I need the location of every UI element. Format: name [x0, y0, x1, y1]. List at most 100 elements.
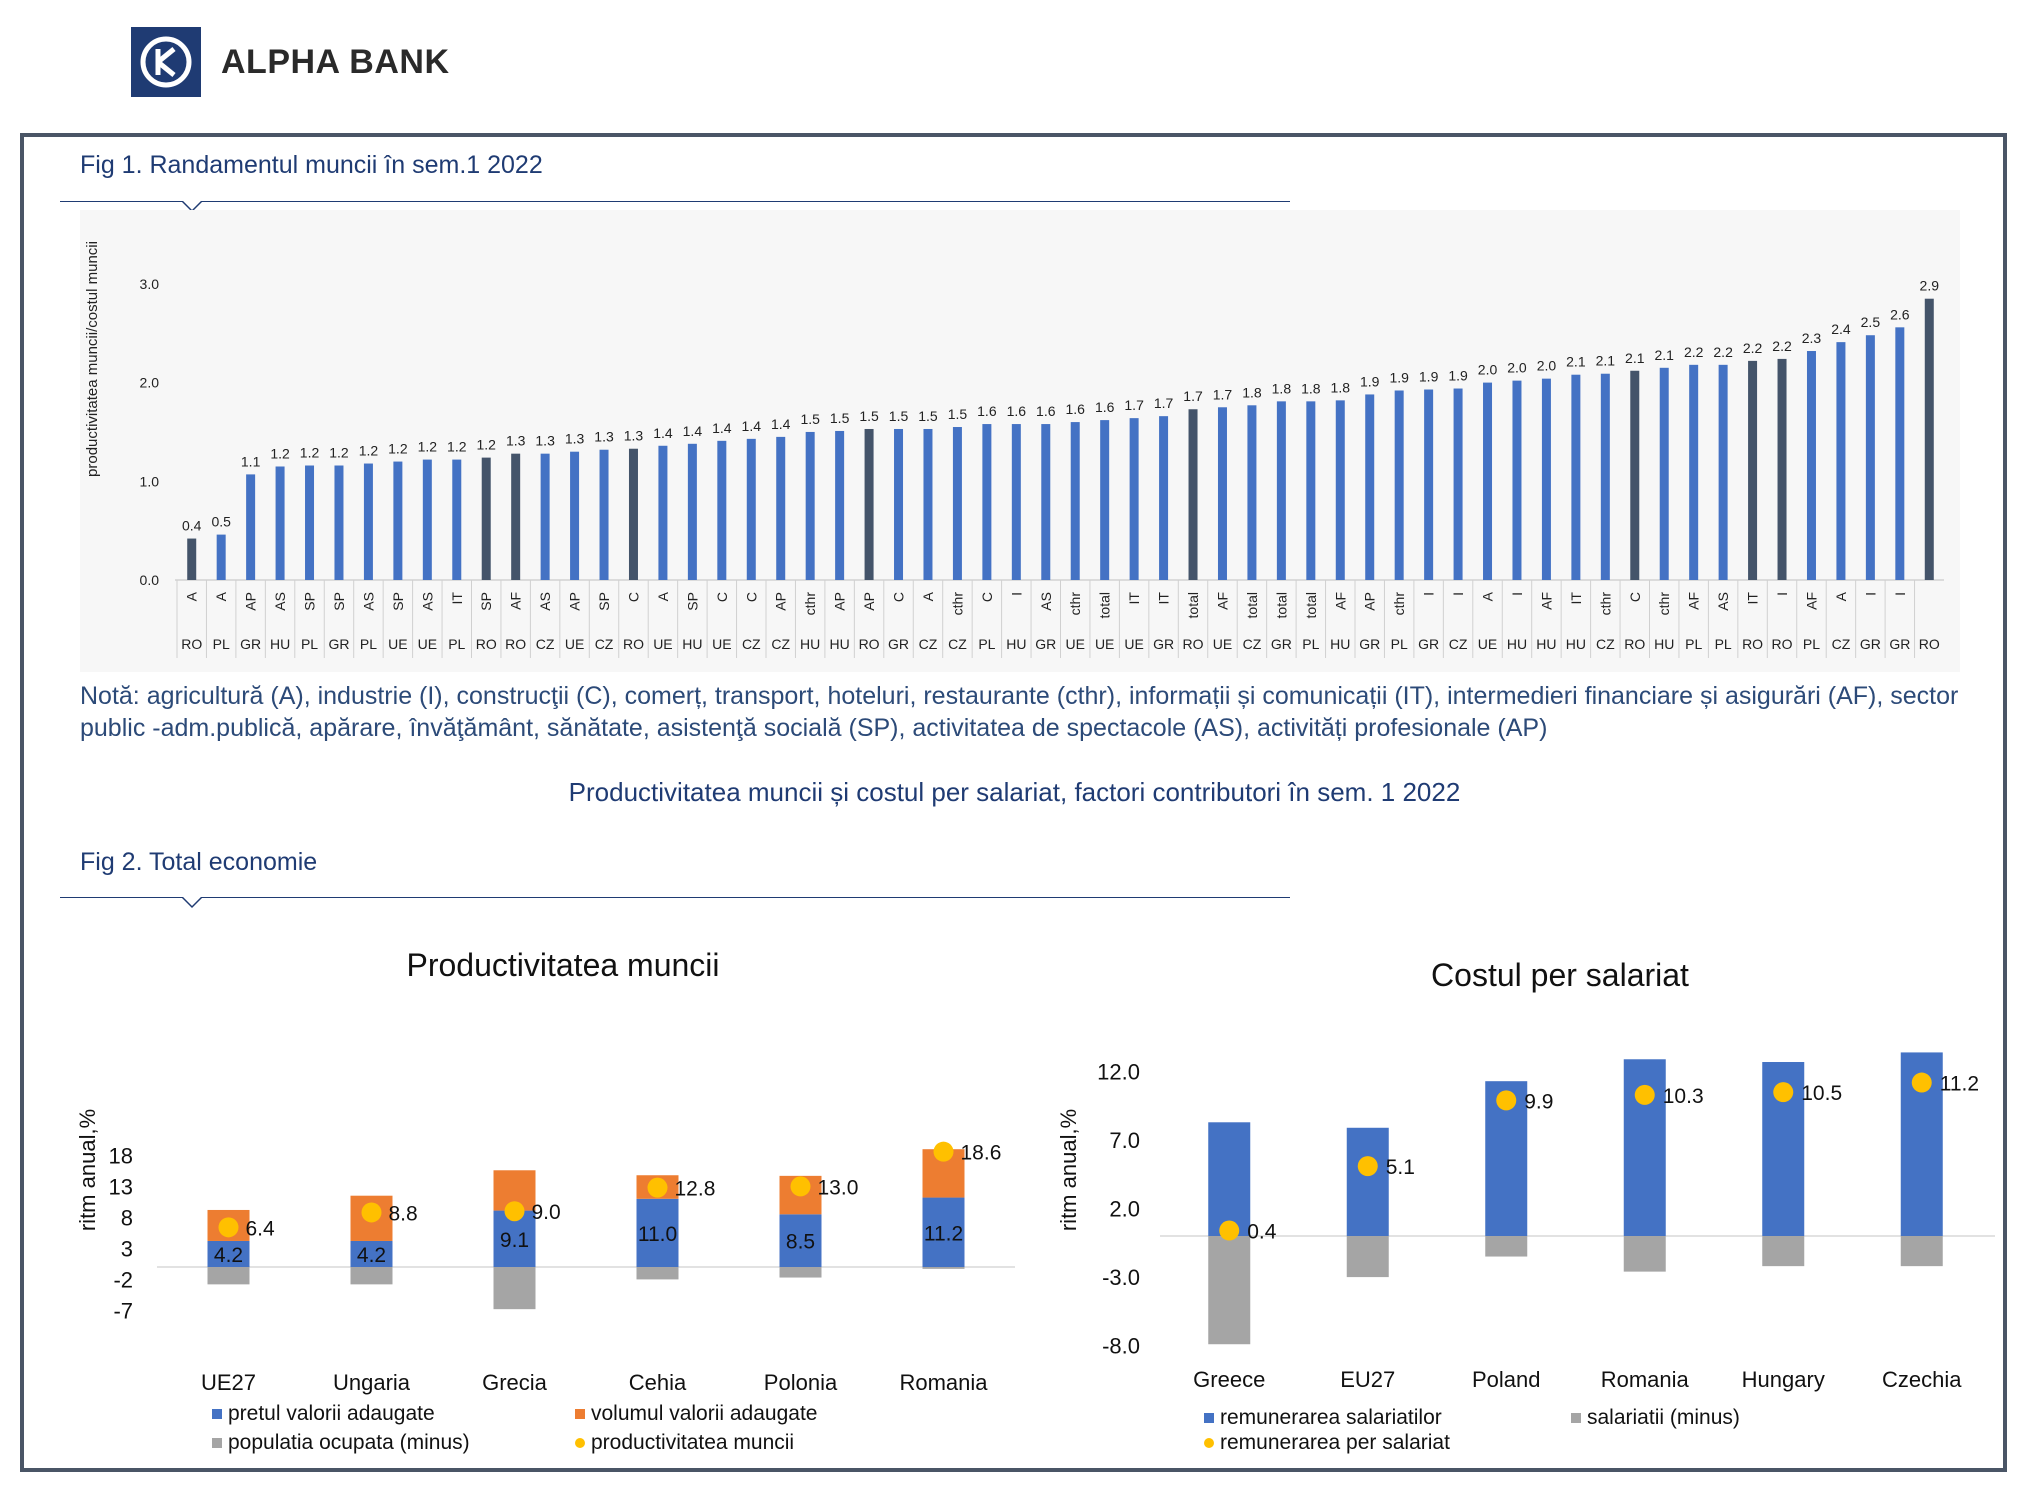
- c1-data-label: 1.9: [1419, 369, 1439, 385]
- c3-legend-label: salariatii (minus): [1587, 1406, 1740, 1429]
- c1-sector-label: AP: [832, 592, 848, 611]
- c1-country-label: GR: [1271, 636, 1292, 652]
- c1-country-label: HU: [1330, 636, 1350, 652]
- c1-y-tick: 3.0: [140, 276, 160, 292]
- c2-y-tick: 18: [109, 1143, 133, 1168]
- c1-country-label: UE: [1478, 636, 1497, 652]
- c1-bar: [1483, 382, 1493, 580]
- c2-legend-swatch: [212, 1409, 222, 1419]
- c1-bar: [1836, 342, 1846, 580]
- c1-data-label: 2.1: [1566, 354, 1586, 370]
- c1-bar: [187, 538, 197, 580]
- c1-sector-label: AS: [360, 592, 376, 611]
- c2-legend-swatch: [575, 1438, 585, 1448]
- c2-productivity-label: 12.8: [675, 1178, 716, 1201]
- c1-bar: [1070, 422, 1080, 580]
- c1-country-label: RO: [623, 636, 644, 652]
- brand-logo: ALPHA BANK: [131, 27, 450, 97]
- c1-sector-label: C: [891, 592, 907, 602]
- c1-country-label: HU: [682, 636, 702, 652]
- c2-productivity-label: 8.8: [389, 1202, 418, 1225]
- c2-category-label: Grecia: [482, 1370, 548, 1395]
- c1-bar: [599, 449, 609, 580]
- c1-data-label: 2.2: [1743, 340, 1763, 356]
- c1-data-label: 1.4: [683, 423, 703, 439]
- c1-sector-label: AS: [1715, 592, 1731, 611]
- c1-bar: [1365, 394, 1375, 580]
- alpha-bank-logo-icon: [131, 27, 201, 97]
- c2-bar-price: [636, 1198, 679, 1267]
- c3-bar-compensation: [1208, 1122, 1251, 1236]
- c1-sector-label: IT: [449, 592, 465, 605]
- c1-data-label: 2.0: [1537, 358, 1557, 374]
- c2-bar-price: [779, 1214, 822, 1267]
- c2-bar-price: [350, 1240, 393, 1267]
- c1-data-label: 1.5: [830, 410, 850, 426]
- c1-bar: [1159, 416, 1169, 580]
- c1-sector-label: AF: [1332, 592, 1348, 610]
- c1-data-label: 2.1: [1654, 347, 1674, 363]
- c1-country-label: PL: [301, 636, 318, 652]
- c1-sector-label: total: [1097, 592, 1113, 618]
- c1-country-label: GR: [1418, 636, 1439, 652]
- c1-bar: [393, 461, 403, 580]
- c1-country-label: UE: [1213, 636, 1232, 652]
- c1-country-label: UE: [653, 636, 672, 652]
- c1-country-label: HU: [1536, 636, 1556, 652]
- c1-country-label: CZ: [595, 636, 614, 652]
- c3-per-employee-label: 0.4: [1247, 1221, 1277, 1244]
- c2-plot: 181383-2-74.26.4UE274.28.8Ungaria9.19.0G…: [109, 1141, 1015, 1454]
- c1-bar: [1541, 378, 1551, 580]
- c1-data-label: 1.2: [447, 439, 467, 455]
- c3-per-employee-dot: [1219, 1220, 1240, 1241]
- c3-bar-employees: [1762, 1236, 1805, 1267]
- c1-bar: [1424, 389, 1434, 580]
- c1-data-label: 1.6: [1007, 403, 1027, 419]
- c1-bars: 0.4 A RO 0.5 A PL 1.1 AP GR 1.2 AS HU 1.2 SP PL 1.2 SP GR…: [176, 278, 1940, 658]
- c2-productivity-dot: [218, 1217, 239, 1238]
- content-frame: [20, 133, 2007, 1472]
- c1-bar: [1276, 401, 1286, 580]
- c1-bar: [1718, 364, 1728, 580]
- c1-bar: [363, 463, 373, 580]
- c1-country-label: RO: [1919, 636, 1940, 652]
- c1-data-label: 1.7: [1213, 386, 1233, 402]
- c2-y-tick: 3: [121, 1236, 133, 1261]
- c1-country-label: GR: [328, 636, 349, 652]
- c1-country-label: HU: [800, 636, 820, 652]
- c2-category-label: Ungaria: [333, 1370, 411, 1395]
- c1-sector-label: AS: [272, 592, 288, 611]
- c1-sector-label: AS: [419, 592, 435, 611]
- c1-data-label: 1.3: [594, 429, 614, 445]
- c1-data-label: 1.2: [270, 445, 290, 461]
- c1-country-label: PL: [1302, 636, 1319, 652]
- c1-country-label: UE: [712, 636, 731, 652]
- c2-legend-label: populatia ocupata (minus): [228, 1431, 470, 1454]
- c1-country-label: RO: [859, 636, 880, 652]
- c1-data-label: 1.5: [889, 408, 909, 424]
- c1-sector-label: C: [743, 592, 759, 602]
- c1-bar: [1453, 388, 1463, 580]
- c3-y-tick: 12.0: [1097, 1060, 1140, 1085]
- c2-productivity-label: 18.6: [961, 1142, 1002, 1165]
- c1-sector-label: I: [1862, 592, 1878, 596]
- c1-y-axis-label: productivitatea muncii/costul muncii: [84, 241, 101, 477]
- c1-sector-label: AP: [567, 592, 583, 611]
- c1-sector-label: A: [1833, 591, 1849, 601]
- c1-country-label: RO: [505, 636, 526, 652]
- c1-data-label: 0.4: [182, 518, 202, 534]
- c1-data-label: 1.6: [1065, 401, 1085, 417]
- c2-productivity-dot: [647, 1177, 668, 1198]
- c3-plot: 12.0 7.0 2.0 -3.0 -8.0 0.4 Greece 5.1 EU27 9.9 Pol…: [1097, 1052, 1995, 1454]
- c2-y-tick: -7: [113, 1298, 133, 1323]
- c1-data-label: 2.2: [1772, 338, 1792, 354]
- c1-sector-label: AP: [243, 592, 259, 611]
- c1-country-label: CZ: [1449, 636, 1468, 652]
- c3-category-label: Hungary: [1742, 1367, 1825, 1392]
- c1-sector-label: cthr: [949, 592, 965, 616]
- c1-bar: [1571, 374, 1581, 580]
- c1-data-label: 2.6: [1890, 306, 1910, 322]
- c1-sector-label: C: [1627, 592, 1643, 602]
- c3-y-axis-label: ritm anual,%: [1056, 1109, 1081, 1231]
- c1-country-label: UE: [1065, 636, 1084, 652]
